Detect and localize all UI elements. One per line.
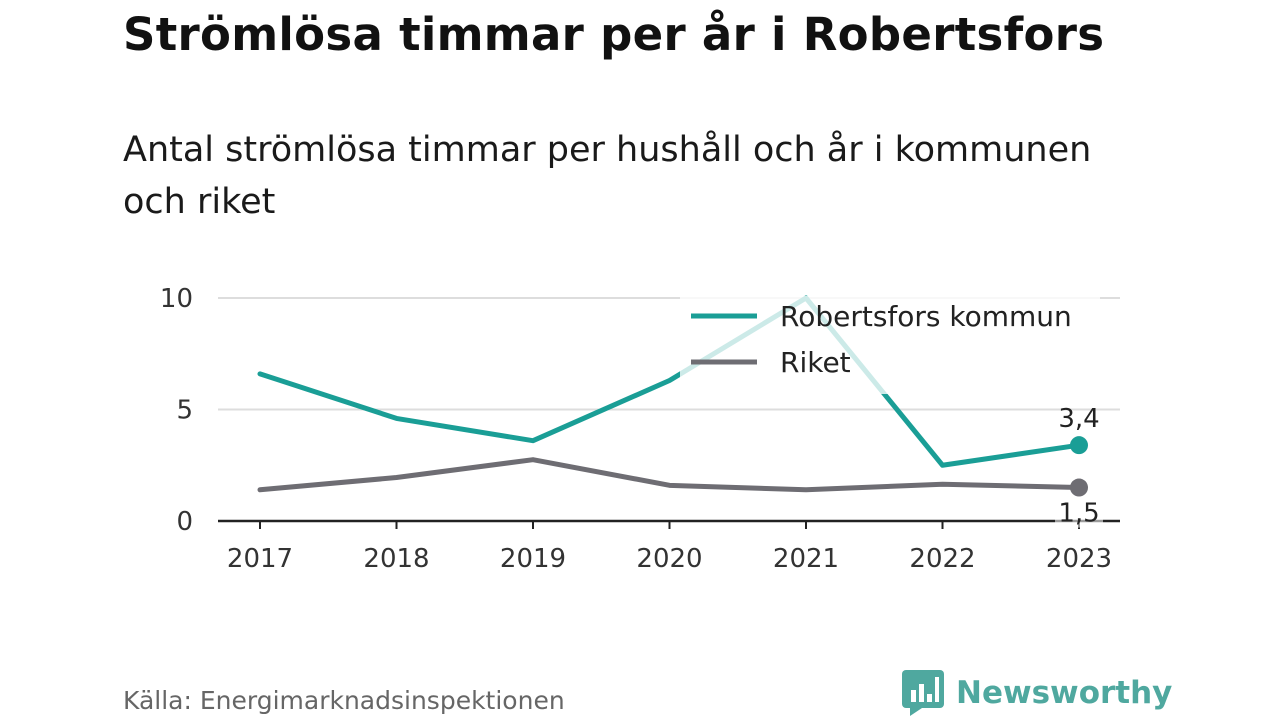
end-point [1070,478,1088,497]
series-line-robertsfors-kommun [257,295,1082,468]
y-tick-label: 10 [160,284,193,314]
x-tick-label: 2022 [909,544,975,574]
x-tick-label: 2019 [500,544,566,574]
series-layer [257,295,1082,493]
axes: 0 5 10 2017 2018 2019 2020 2021 2022 2023 [160,284,1120,574]
y-tick-label: 5 [176,396,193,426]
legend-label: Riket [780,346,851,379]
end-value-label: 1,5 [1058,499,1099,529]
x-tick-label: 2023 [1046,544,1112,574]
chart-subtitle: Antal strömlösa timmar per hushåll och å… [123,130,1092,222]
legend-background [680,296,1100,394]
end-label-background [1055,497,1103,528]
chart-title: Strömlösa timmar per år i Robertsfors [123,8,1105,61]
newsworthy-logo-icon [902,670,944,716]
end-point [1070,436,1088,455]
legend-label: Robertsfors kommun [780,300,1072,333]
brand-logo[interactable]: Newsworthy [902,670,1172,716]
legend: Robertsfors kommun Riket [680,296,1100,394]
series-line-riket [257,457,1082,493]
source-note: Källa: Energimarknadsinspektionen [123,686,565,715]
y-tick-label: 0 [176,507,193,537]
end-value-label: 3,4 [1058,404,1099,434]
x-tick-label: 2018 [363,544,429,574]
brand-name: Newsworthy [956,675,1173,711]
x-tick-label: 2017 [227,544,293,574]
x-tick-label: 2020 [636,544,702,574]
data-labels: 3,4 1,5 [1055,404,1103,529]
x-tick-label: 2021 [773,544,839,574]
